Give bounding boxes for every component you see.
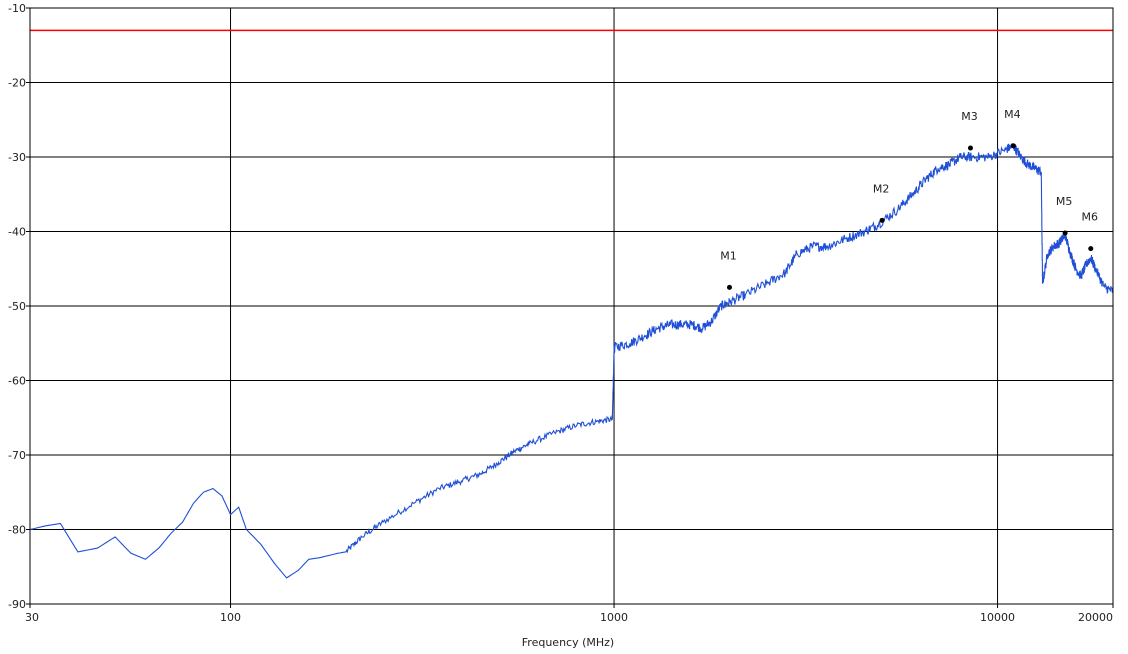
marker-point-m3 [967, 145, 973, 151]
marker-point-m6 [1088, 246, 1094, 252]
marker-label-m5: M5 [1056, 195, 1073, 208]
marker-point-m5 [1062, 230, 1068, 236]
y-tick-label: -80 [8, 524, 26, 537]
x-tick-label: 1000 [600, 611, 628, 624]
y-tick-label: -50 [8, 300, 26, 313]
y-tick-label: -30 [8, 151, 26, 164]
marker-point-m1 [726, 284, 732, 290]
y-tick-label: -10 [8, 2, 26, 15]
x-tick-label: 20000 [1078, 611, 1113, 624]
series-layer [29, 143, 1114, 579]
marker-layer: M1 M2 M3 M4 M5 M6 [720, 108, 1098, 290]
tick-labels: 30 100 1000 10000 20000 -10 -20 -30 -40 -50 -60 -70… [8, 2, 1114, 624]
y-tick-label: -40 [8, 226, 26, 239]
marker-label-m1: M1 [720, 249, 737, 262]
x-axis-label: Frequency (MHz) [522, 636, 614, 649]
x-tick-label: 30 [25, 611, 39, 624]
y-tick-label: -20 [8, 77, 26, 90]
marker-label-m2: M2 [873, 182, 890, 195]
plot-frame [29, 7, 1114, 605]
marker-point-m2 [879, 217, 885, 223]
series-line [29, 143, 1114, 579]
x-tick-label: 100 [220, 611, 241, 624]
y-tick-label: -70 [8, 449, 26, 462]
marker-label-m6: M6 [1082, 211, 1099, 224]
x-tick-label: 10000 [980, 611, 1015, 624]
marker-label-m4: M4 [1004, 108, 1021, 121]
marker-point-m4 [1010, 143, 1016, 149]
y-tick-label: -60 [8, 375, 26, 388]
y-tick-label: -90 [8, 598, 26, 611]
marker-label-m3: M3 [961, 110, 978, 123]
